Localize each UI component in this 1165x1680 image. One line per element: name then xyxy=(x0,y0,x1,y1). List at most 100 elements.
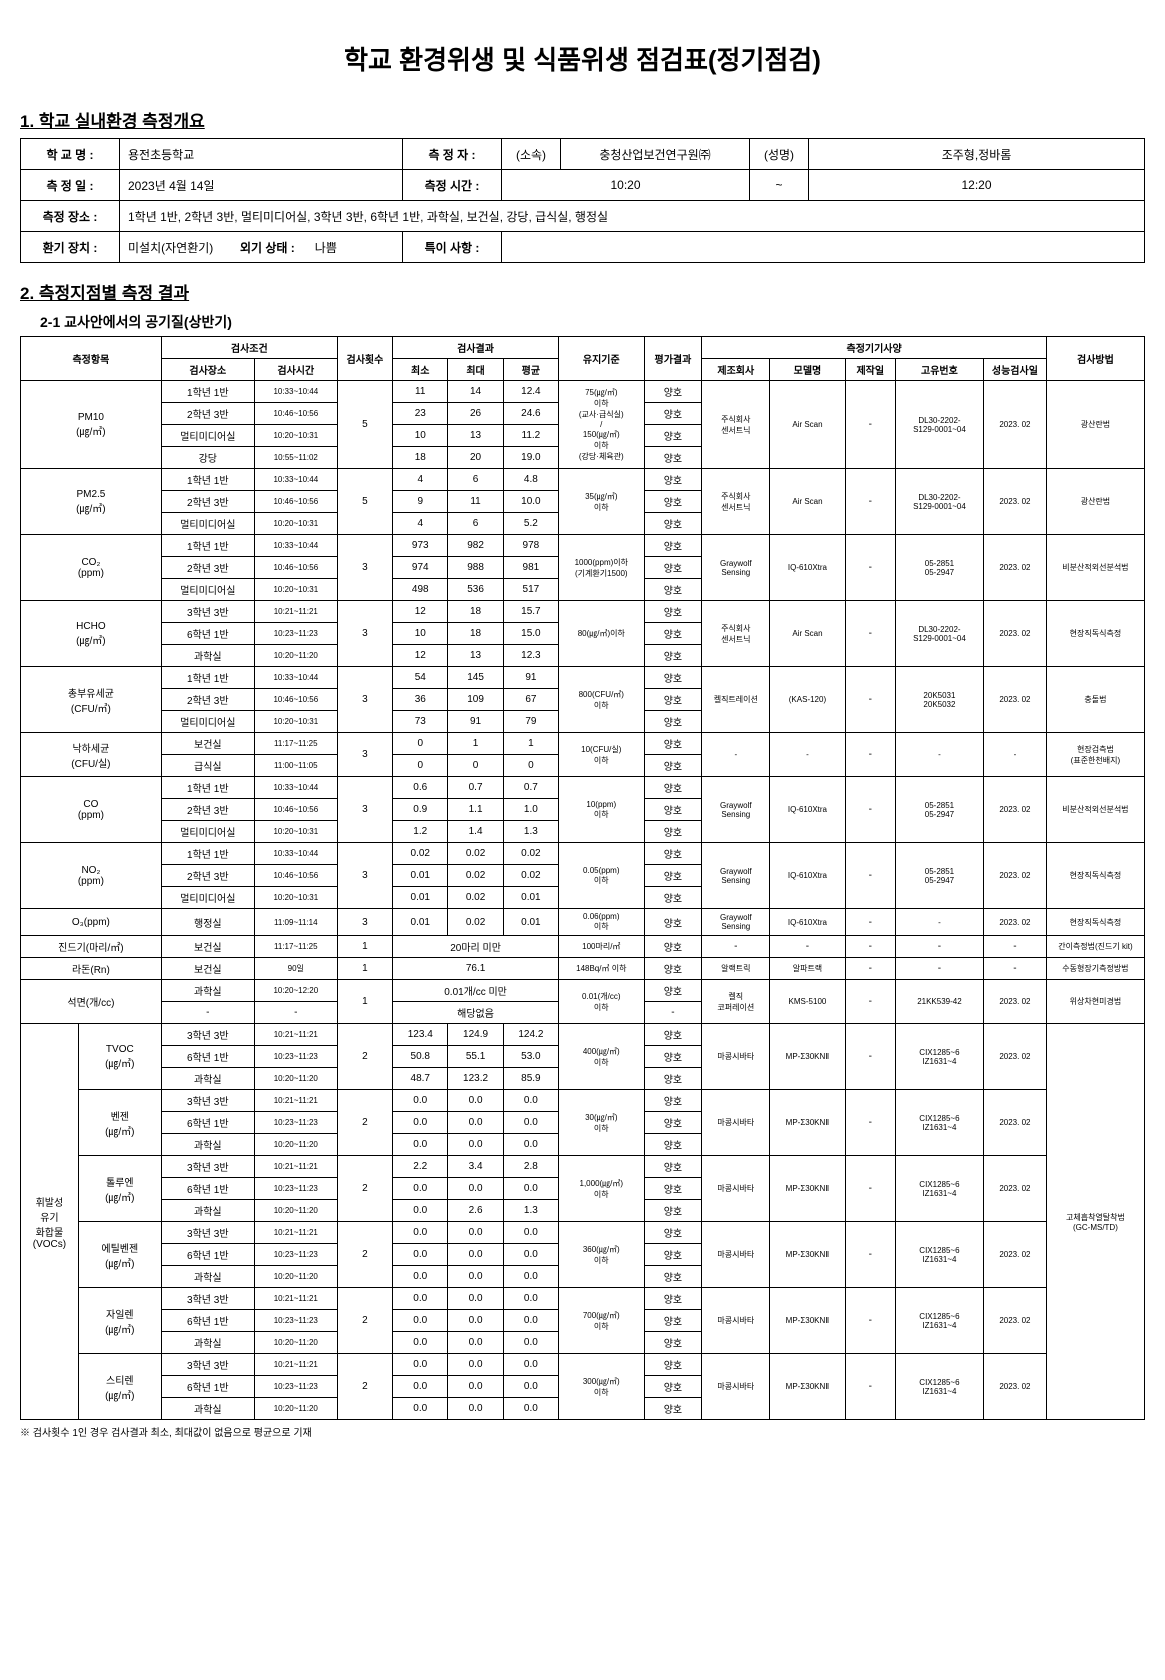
cell-max: 18 xyxy=(448,601,503,623)
cell-min: 123.4 xyxy=(393,1024,448,1046)
time-from: 10:20 xyxy=(502,170,750,201)
cell-time: 10:20~11:20 xyxy=(254,1068,337,1090)
cell-model: - xyxy=(770,936,845,958)
cell-place: 3학년 3반 xyxy=(161,1156,254,1178)
cell-serial: CIX1285~6IZ1631~4 xyxy=(895,1354,983,1420)
cell-count: 3 xyxy=(337,667,392,733)
section2-1-heading: 2-1 교사안에서의 공기질(상반기) xyxy=(40,312,1145,332)
cell-avg: 91 xyxy=(503,667,558,689)
cell-avg: 124.2 xyxy=(503,1024,558,1046)
cell-place: 2학년 3반 xyxy=(161,865,254,887)
cell-eval: 양호 xyxy=(644,535,702,557)
cell-time: 10:33~10:44 xyxy=(254,381,337,403)
cell-max: 55.1 xyxy=(448,1046,503,1068)
cell-place: 2학년 3반 xyxy=(161,799,254,821)
cell-count: 2 xyxy=(337,1354,392,1420)
cell-maker: GraywolfSensing xyxy=(702,535,770,601)
info-table: 학 교 명 : 용전초등학교 측 정 자 : (소속) 충청산업보건연구원㈜ (… xyxy=(20,138,1145,263)
item-name: PM10(㎍/㎥) xyxy=(21,381,162,469)
table-row: PM10(㎍/㎥)1학년 1반10:33~10:445111412.475(㎍/… xyxy=(21,381,1145,403)
th-item: 측정항목 xyxy=(21,337,162,381)
cell-min: 50.8 xyxy=(393,1046,448,1068)
cell-place: 과학실 xyxy=(161,1266,254,1288)
cell-time: 10:20~11:20 xyxy=(254,1134,337,1156)
cell-min: 36 xyxy=(393,689,448,711)
date-label: 측 정 일 : xyxy=(21,170,120,201)
cell-eval: 양호 xyxy=(644,447,702,469)
th-cond: 검사조건 xyxy=(161,337,337,359)
cell-place: 멀티미디어실 xyxy=(161,887,254,909)
cell-avg: 0.0 xyxy=(503,1376,558,1398)
cell-place: 과학실 xyxy=(161,1134,254,1156)
cell-serial: - xyxy=(895,909,983,936)
cell-time: 10:23~11:23 xyxy=(254,1112,337,1134)
item-name: PM2.5(㎍/㎥) xyxy=(21,469,162,535)
cell-time: 10:21~11:21 xyxy=(254,1090,337,1112)
cell-time: 10:20~11:20 xyxy=(254,1266,337,1288)
cell-time: 10:20~10:31 xyxy=(254,821,337,843)
cell-max: 1.1 xyxy=(448,799,503,821)
cell-model: IQ-610Xtra xyxy=(770,909,845,936)
cell-place: - xyxy=(161,1002,254,1024)
item-name: 진드기(마리/㎡) xyxy=(21,936,162,958)
item-name: 에틸벤젠(㎍/㎥) xyxy=(78,1222,161,1288)
cell-count: 3 xyxy=(337,601,392,667)
place-value: 1학년 1반, 2학년 3반, 멀티미디어실, 3학년 3반, 6학년 1반, … xyxy=(120,201,1145,232)
cell-min: 2.2 xyxy=(393,1156,448,1178)
table-row: NO₂(ppm)1학년 1반10:33~10:4430.020.020.020.… xyxy=(21,843,1145,865)
cell-mfg: - xyxy=(845,1024,895,1090)
cell-mfg: - xyxy=(845,1222,895,1288)
cell-avg: 1.0 xyxy=(503,799,558,821)
cell-avg: 0.0 xyxy=(503,1134,558,1156)
cell-model: IQ-610Xtra xyxy=(770,535,845,601)
cell-place: 보건실 xyxy=(161,958,254,980)
cell-std: 75(㎍/㎥)이하(교사·급식실)/150(㎍/㎥)이하(강당·체육관) xyxy=(559,381,644,469)
cell-min: 4 xyxy=(393,469,448,491)
cell-time: 10:23~11:23 xyxy=(254,1310,337,1332)
cell-max: 0.0 xyxy=(448,1178,503,1200)
cell-time: 10:33~10:44 xyxy=(254,777,337,799)
cell-model: MP-Σ30KNⅡ xyxy=(770,1222,845,1288)
cell-eval: 양호 xyxy=(644,1134,702,1156)
cell-eval: 양호 xyxy=(644,843,702,865)
cell-avg: 0.0 xyxy=(503,1354,558,1376)
cell-time: 10:21~11:21 xyxy=(254,1024,337,1046)
special-label: 특이 사항 : xyxy=(403,232,502,263)
cell-eval: 양호 xyxy=(644,1046,702,1068)
cell-max: 0.0 xyxy=(448,1134,503,1156)
cell-min: 12 xyxy=(393,645,448,667)
cell-avg: 0.0 xyxy=(503,1090,558,1112)
cell-avg: 0.0 xyxy=(503,1310,558,1332)
cell-count: 1 xyxy=(337,980,392,1024)
cell-time: 10:21~11:21 xyxy=(254,1354,337,1376)
cell-eval: 양호 xyxy=(644,909,702,936)
cell-maker: 마콩시바타 xyxy=(702,1024,770,1090)
cell-std: 1000(ppm)이하(기계환기1500) xyxy=(559,535,644,601)
cell-time: 10:20~10:31 xyxy=(254,579,337,601)
cell-mfg: - xyxy=(845,601,895,667)
cell-eval: 양호 xyxy=(644,1398,702,1420)
cell-max: 536 xyxy=(448,579,503,601)
cell-max: 145 xyxy=(448,667,503,689)
inspector-label: 측 정 자 : xyxy=(403,139,502,170)
cell-max: 982 xyxy=(448,535,503,557)
cell-place: 1학년 1반 xyxy=(161,535,254,557)
cell-maker: 주식회사센서트닉 xyxy=(702,469,770,535)
cell-place: 멀티미디어실 xyxy=(161,821,254,843)
cell-min: 0.9 xyxy=(393,799,448,821)
cell-time: 11:09~11:14 xyxy=(254,909,337,936)
cell-count: 5 xyxy=(337,381,392,469)
cell-place: 3학년 3반 xyxy=(161,1090,254,1112)
cell-place: 멀티미디어실 xyxy=(161,513,254,535)
cell-time: 10:46~10:56 xyxy=(254,689,337,711)
cell-place: 멀티미디어실 xyxy=(161,579,254,601)
cell-min: 0.0 xyxy=(393,1332,448,1354)
cell-time: 10:20~11:20 xyxy=(254,1398,337,1420)
cell-eval: 양호 xyxy=(644,1332,702,1354)
cell-max: 988 xyxy=(448,557,503,579)
cell-min: 973 xyxy=(393,535,448,557)
cell-place: 과학실 xyxy=(161,1200,254,1222)
th-maker: 제조회사 xyxy=(702,359,770,381)
time-label: 측정 시간 : xyxy=(403,170,502,201)
cell-span: 76.1 xyxy=(393,958,559,980)
